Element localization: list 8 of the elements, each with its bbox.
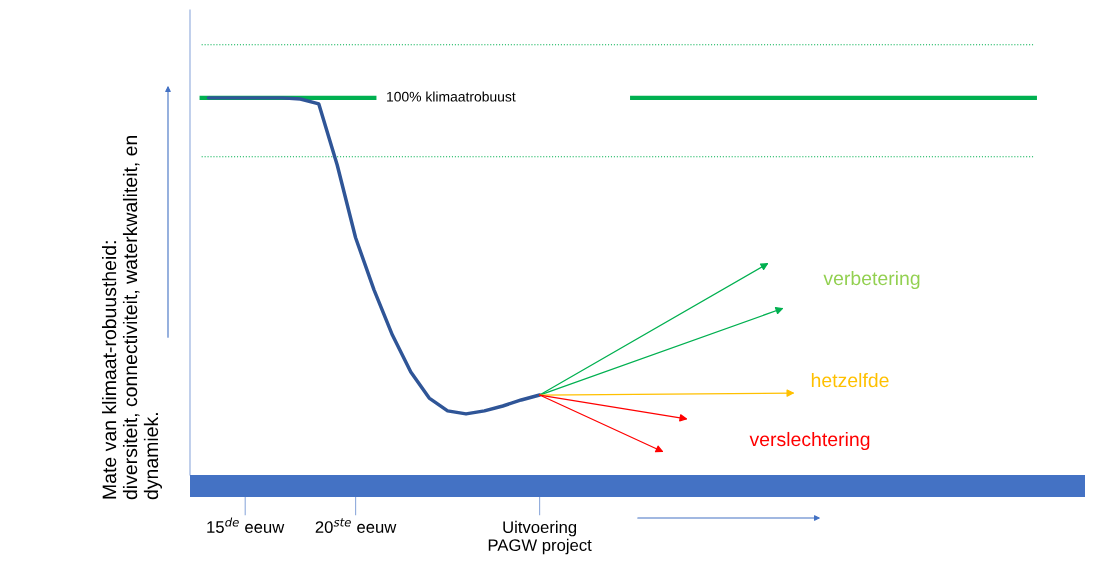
x-tick-label: 15$^{de}$ eeuw: [207, 517, 285, 533]
x-tick-label: Uitvoering PAGW project: [488, 520, 592, 555]
annotation: hetzelfde: [811, 372, 889, 388]
y-axis-title: Mate van klimaat-robuustheid: diversiteit, connectiviteit, waterkwaliteit, en dynamiek.: [101, 135, 162, 500]
ref-line-label: 100% klimaatrobuust: [387, 91, 516, 102]
x-tick-label: 20$^{ste}$ eeuw: [315, 518, 397, 533]
annotation: verslechtering: [749, 431, 870, 451]
annotation: verbetering: [823, 270, 920, 290]
